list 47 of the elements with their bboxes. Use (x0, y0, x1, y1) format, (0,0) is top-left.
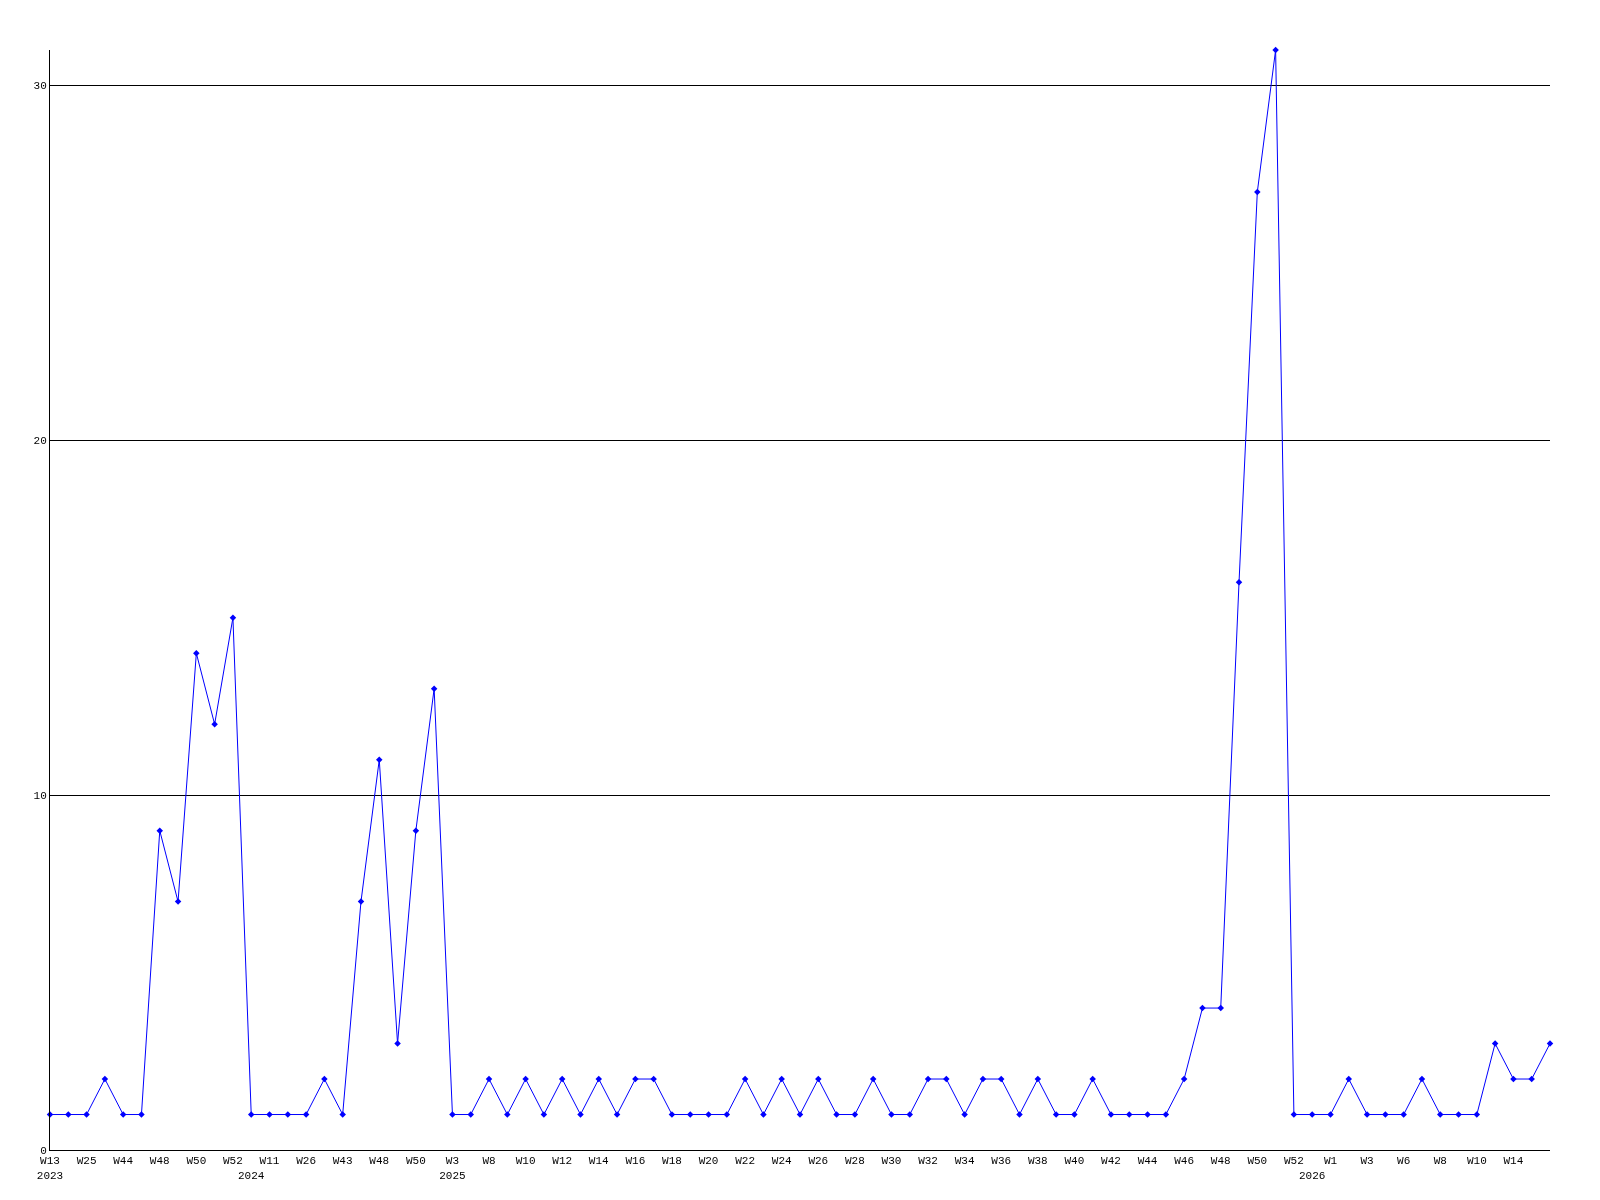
x-tick-label: W10 (1466, 1155, 1487, 1168)
x-tick-label: W32 (918, 1155, 938, 1168)
x-tick-label: 2026 (1299, 1169, 1326, 1182)
x-tick-label: W11 (259, 1155, 280, 1168)
x-tick-label: W43 (332, 1155, 353, 1168)
y-tick-label: 0 (40, 1144, 47, 1157)
x-tick-label: W42 (1101, 1155, 1121, 1168)
x-tick-label: W26 (296, 1155, 317, 1168)
x-tick-label: W26 (808, 1155, 829, 1168)
y-tick-label: 10 (33, 790, 47, 803)
x-tick-label: W14 (588, 1155, 610, 1168)
y-tick-label: 30 (33, 80, 47, 93)
x-tick-label: W24 (771, 1155, 793, 1168)
x-tick-label: W22 (735, 1155, 756, 1168)
x-tick-label: W48 (1210, 1155, 1231, 1168)
x-tick-label: W6 (1397, 1155, 1411, 1168)
x-tick-label: W50 (186, 1155, 207, 1168)
x-tick-label: W8 (1433, 1155, 1447, 1168)
x-tick-label: W48 (369, 1155, 390, 1168)
x-tick-label: W28 (844, 1155, 865, 1168)
x-tick-label: W36 (991, 1155, 1012, 1168)
x-tick-label: W52 (1283, 1155, 1304, 1168)
x-tick-label: W12 (552, 1155, 573, 1168)
x-tick-label: W52 (223, 1155, 243, 1168)
x-tick-label: W48 (149, 1155, 170, 1168)
x-tick-label: W3 2025 (439, 1155, 466, 1182)
x-tick-label: W44 (113, 1155, 134, 1168)
x-tick-label: W30 (881, 1155, 902, 1168)
x-tick-label: W16 (625, 1155, 646, 1168)
x-tick-label: W10 (515, 1155, 536, 1168)
x-tick-label: W3 (1360, 1155, 1374, 1168)
x-tick-label: W25 (76, 1155, 97, 1168)
x-tick-label: W1 (1323, 1155, 1338, 1168)
y-tick-label: 20 (33, 435, 47, 448)
x-tick-label: W40 (1064, 1155, 1085, 1168)
x-tick-label: W8 (482, 1155, 496, 1168)
x-tick-label: W44 (1137, 1155, 1158, 1168)
x-tick-label: W50 (405, 1155, 426, 1168)
x-tick-label: W50 (1247, 1155, 1268, 1168)
x-tick-label: W46 (1174, 1155, 1195, 1168)
x-tick-label: W13 2023 (36, 1155, 64, 1182)
x-tick-label: W34 (954, 1155, 975, 1168)
x-tick-label: 2024 (238, 1169, 265, 1182)
x-tick-label: W38 (1027, 1155, 1048, 1168)
x-tick-label: W18 (662, 1155, 682, 1168)
x-tick-label: W20 (698, 1155, 719, 1168)
x-tick-label: W14 (1503, 1155, 1524, 1168)
